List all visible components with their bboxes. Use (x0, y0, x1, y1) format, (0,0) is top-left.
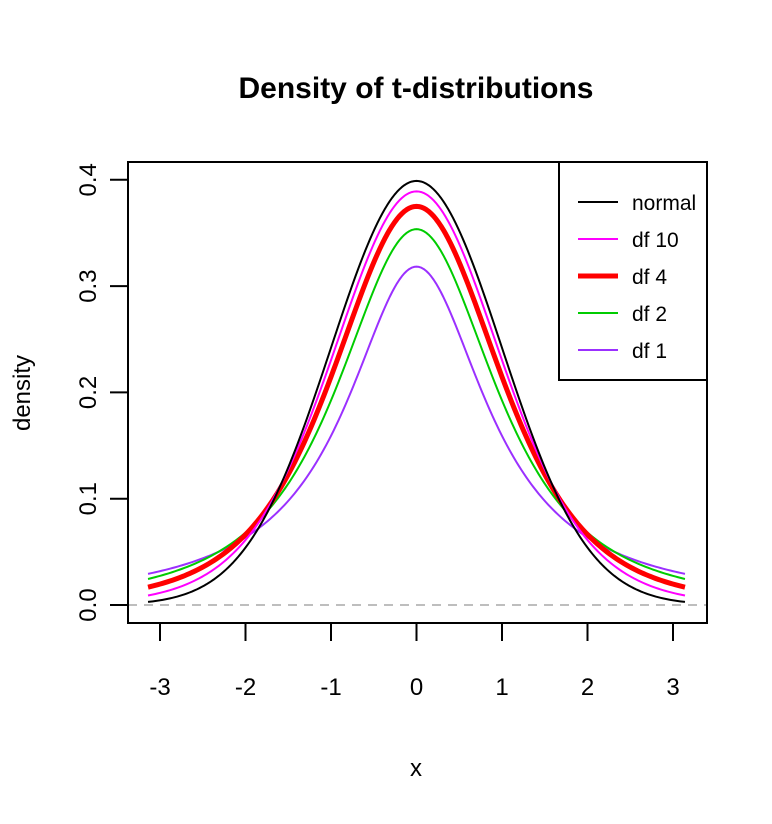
plot-area (128, 179, 707, 606)
y-tick-label: 0.3 (75, 269, 102, 302)
x-tick-label: 0 (410, 674, 423, 701)
y-axis-label: density (9, 355, 36, 431)
y-tick-label: 0.2 (75, 376, 102, 409)
legend-label: df 2 (632, 303, 667, 326)
x-tick-label: -1 (320, 674, 341, 701)
x-tick-label: -3 (149, 674, 170, 701)
legend-box (558, 161, 708, 381)
x-axis: -3 -2 -1 0 1 2 3 (149, 622, 680, 701)
series-line-df-4 (147, 203, 686, 590)
series-line-normal (147, 179, 686, 603)
y-tick-label: 0.0 (75, 588, 102, 621)
y-tick-label: 0.4 (75, 163, 102, 196)
legend-label: df 1 (632, 340, 667, 363)
series-line-df-10 (147, 190, 686, 597)
y-axis: 0.0 0.1 0.2 0.3 0.4 (75, 163, 129, 622)
chart-title: Density of t-distributions (239, 72, 594, 105)
y-tick-label: 0.1 (75, 482, 102, 515)
legend-label: normal (632, 192, 696, 215)
legend-label: df 10 (632, 229, 679, 252)
x-axis-label: x (410, 755, 422, 782)
x-tick-label: 1 (495, 674, 508, 701)
legend-label: df 4 (632, 266, 667, 289)
x-tick-label: 2 (581, 674, 594, 701)
legend: normal df 10 df 4 df 2 df 1 (558, 161, 708, 381)
x-tick-label: 3 (666, 674, 679, 701)
x-tick-label: -2 (235, 674, 256, 701)
